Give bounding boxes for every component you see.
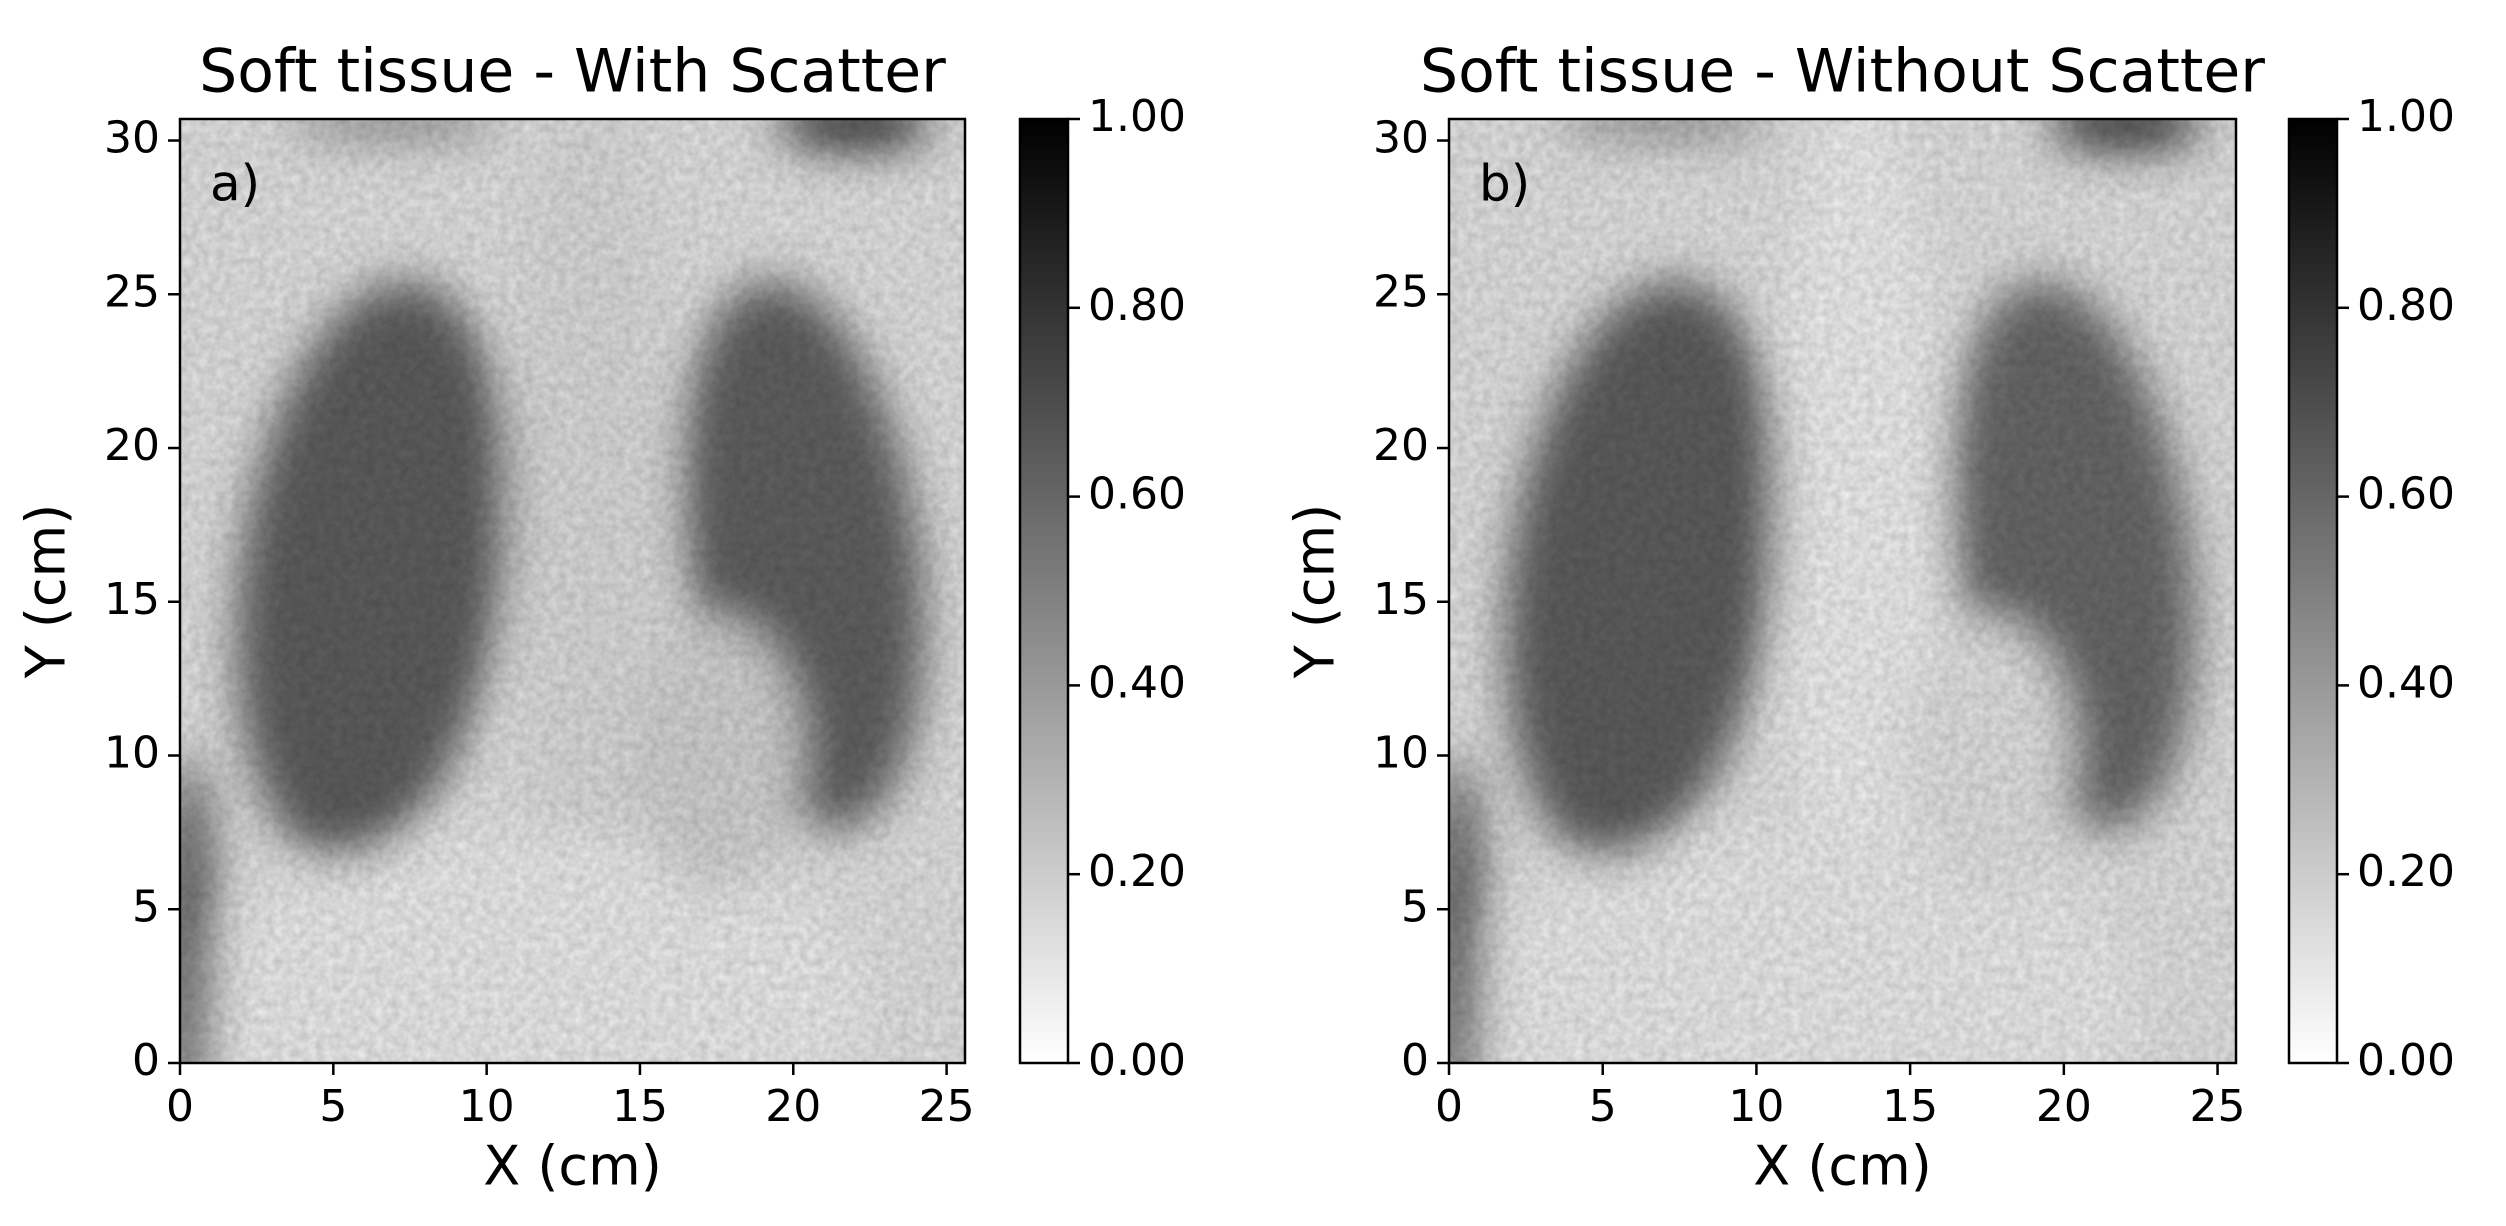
y-tick-label: 15 [104,574,160,625]
x-tick-label: 10 [1728,1081,1784,1132]
colorbar-tick-label: 0.60 [2357,469,2455,520]
colorbar-tick-label: 0.80 [2357,280,2455,331]
xray-image [1449,119,2236,1063]
panel: Soft tissue - Without Scatter b) X (cm) Y (… [1284,37,2455,1198]
x-axis-label: X (cm) [1753,1135,1932,1198]
y-tick-label: 5 [132,881,160,932]
y-tick-label: 25 [1373,266,1429,317]
colorbar-tick-label: 0.00 [1088,1035,1186,1086]
chart-title: Soft tissue - Without Scatter [1420,37,2265,107]
x-tick-label: 0 [166,1081,194,1132]
colorbar-tick-label: 0.40 [2357,657,2455,708]
x-tick-label: 15 [612,1081,668,1132]
y-tick-label: 0 [132,1035,160,1086]
y-tick-label: 15 [1373,574,1429,625]
y-axis-label: Y (cm) [15,504,78,680]
panel-label: b) [1479,155,1530,213]
y-tick-label: 0 [1401,1035,1429,1086]
x-tick-label: 15 [1882,1081,1938,1132]
y-tick-label: 5 [1401,881,1429,932]
y-tick-label: 20 [104,420,160,471]
colorbar-tick-label: 1.00 [1088,91,1186,142]
x-tick-label: 25 [919,1081,975,1132]
x-tick-label: 5 [1589,1081,1617,1132]
x-tick-label: 20 [2036,1081,2092,1132]
colorbar-tick-label: 0.40 [1088,657,1186,708]
colorbar [1018,117,1070,1065]
y-tick-label: 10 [1373,728,1429,779]
image-texture [180,119,965,1063]
colorbar-tick-label: 0.80 [1088,280,1186,331]
y-tick-label: 25 [104,266,160,317]
x-tick-label: 10 [459,1081,515,1132]
colorbar-tick-label: 0.20 [1088,846,1186,897]
colorbar-tick-label: 0.20 [2357,846,2455,897]
colorbar-tick-label: 0.00 [2357,1035,2455,1086]
colorbar [2287,117,2339,1065]
y-tick-label: 20 [1373,420,1429,471]
x-tick-label: 25 [2190,1081,2246,1132]
image-texture [1449,119,2236,1063]
x-tick-label: 5 [319,1081,347,1132]
panel-label: a) [210,155,260,213]
y-tick-label: 30 [1373,113,1429,164]
x-axis-label: X (cm) [483,1135,662,1198]
xray-image [180,119,965,1063]
colorbar-tick-label: 0.60 [1088,469,1186,520]
x-tick-label: 0 [1435,1081,1463,1132]
x-tick-label: 20 [765,1081,821,1132]
axes-frame [1447,117,2238,1065]
axes-frame [178,117,967,1065]
panel: Soft tissue - With Scatter a) X (cm) Y (cm)… [15,37,1186,1198]
colorbar-tick-label: 1.00 [2357,91,2455,142]
chart-title: Soft tissue - With Scatter [199,37,946,107]
y-axis-label: Y (cm) [1284,504,1347,680]
y-tick-label: 10 [104,728,160,779]
y-tick-label: 30 [104,113,160,164]
